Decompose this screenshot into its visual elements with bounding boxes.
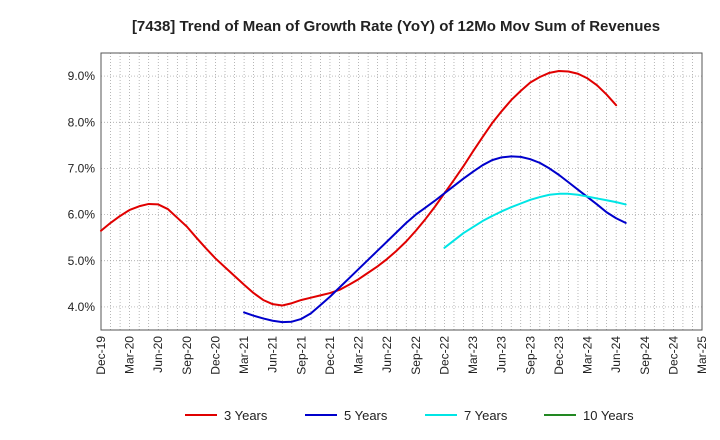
plot-background: [101, 53, 702, 330]
x-tick-label: Jun-21: [266, 336, 280, 373]
x-tick-label: Mar-24: [581, 336, 595, 374]
plot-border: [100, 52, 703, 331]
x-tick-label: Sep-22: [409, 336, 423, 375]
series-line-3-years: [100, 70, 618, 307]
x-tick-label: Dec-23: [552, 336, 566, 375]
y-tick-label: 7.0%: [68, 161, 96, 175]
x-tick-label: Sep-21: [294, 336, 308, 375]
legend-label-10-years: 10 Years: [583, 408, 634, 423]
x-tick-label: Jun-24: [609, 336, 623, 373]
legend-label-5-years: 5 Years: [344, 408, 388, 423]
y-axis: 4.0% 5.0% 6.0% 7.0% 8.0% 9.0%: [68, 69, 96, 314]
series-line-5-years: [243, 155, 627, 324]
x-tick-label: Mar-23: [466, 336, 480, 374]
x-tick-label: Dec-20: [208, 336, 222, 375]
series-group: [100, 70, 627, 324]
x-tick-label: Dec-21: [323, 336, 337, 375]
chart-title: [7438] Trend of Mean of Growth Rate (YoY…: [132, 18, 660, 35]
x-tick-label: Mar-25: [695, 336, 709, 374]
x-tick-label: Jun-23: [495, 336, 509, 373]
x-axis: Dec-19 Mar-20 Jun-20 Sep-20 Dec-20 Mar-21 Jun-…: [94, 336, 709, 375]
grid: [101, 53, 702, 330]
x-tick-label: Sep-20: [180, 336, 194, 375]
legend-label-3-years: 3 Years: [224, 408, 268, 423]
y-tick-label: 8.0%: [68, 115, 96, 129]
x-tick-label: Sep-24: [638, 336, 652, 375]
x-tick-label: Mar-21: [237, 336, 251, 374]
plot-area: [100, 52, 703, 331]
legend: 3 Years 5 Years 7 Years 10 Years: [185, 408, 634, 423]
y-tick-label: 6.0%: [68, 208, 96, 222]
y-tick-label: 4.0%: [68, 300, 96, 314]
x-tick-label: Jun-22: [380, 336, 394, 373]
x-tick-label: Mar-20: [123, 336, 137, 374]
y-tick-label: 9.0%: [68, 69, 96, 83]
x-tick-label: Dec-22: [437, 336, 451, 375]
x-tick-label: Jun-20: [151, 336, 165, 373]
x-tick-label: Mar-22: [352, 336, 366, 374]
series-line-7-years: [443, 192, 627, 249]
legend-label-7-years: 7 Years: [464, 408, 508, 423]
y-tick-label: 5.0%: [68, 254, 96, 268]
x-tick-label: Sep-23: [523, 336, 537, 375]
x-tick-label: Dec-24: [666, 336, 680, 375]
x-tick-label: Dec-19: [94, 336, 108, 375]
